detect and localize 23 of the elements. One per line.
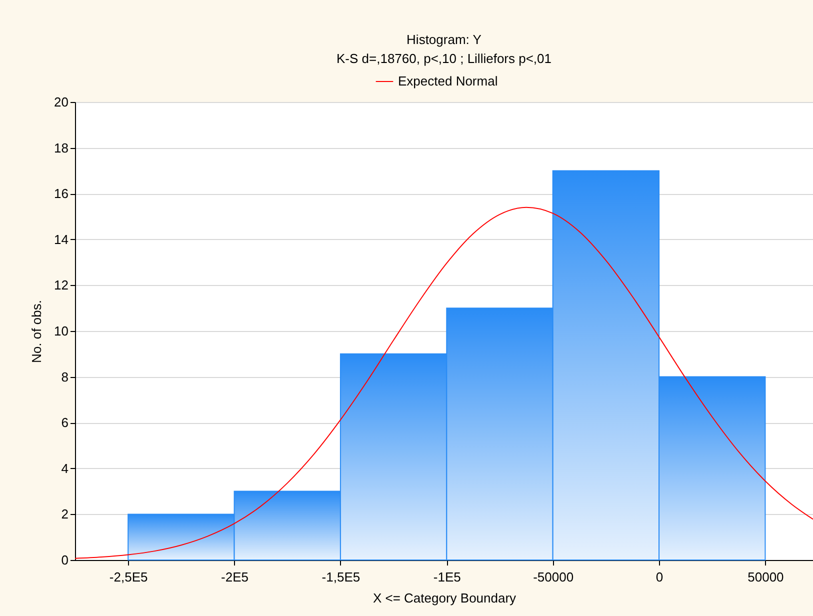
- y-tick-label: 18: [54, 140, 68, 156]
- x-tick-label: -1E5: [433, 570, 461, 584]
- y-tick-label: 8: [61, 369, 68, 384]
- y-tick-label: 2: [61, 506, 68, 522]
- y-tick-label: 4: [61, 460, 68, 476]
- y-tick-label: 20: [54, 94, 68, 110]
- y-tick-label: 0: [61, 552, 68, 568]
- x-axis-title: X <= Category Boundary: [372, 590, 517, 606]
- y-tick-label: 12: [54, 278, 68, 293]
- y-axis-title: No. of obs.: [29, 300, 44, 363]
- y-tick-label: 16: [54, 186, 68, 202]
- x-tick-label: -50000: [533, 570, 574, 584]
- y-tick-label: 14: [54, 232, 68, 247]
- legend-label: Expected Normal: [398, 74, 498, 88]
- x-tick-label: -2,5E5: [109, 570, 148, 584]
- y-tick-label: 6: [61, 415, 68, 430]
- x-tick-label: -2E5: [221, 570, 249, 584]
- x-tick-label: -1,5E5: [322, 570, 360, 584]
- x-tick-label: 50000: [748, 570, 784, 584]
- y-tick-label: 10: [54, 324, 68, 338]
- x-tick-label: 0: [656, 570, 664, 584]
- chart-title: Histogram: Y: [406, 32, 482, 47]
- chart-subtitle: K-S d=,18760, p<,10 ; Lilliefors p<,01: [336, 51, 552, 66]
